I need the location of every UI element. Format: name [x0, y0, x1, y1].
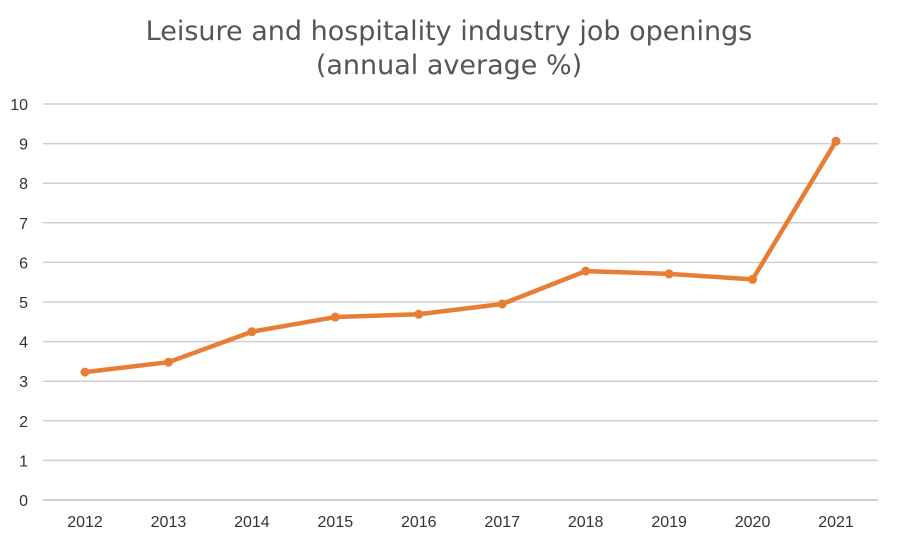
y-tick-label: 6 — [19, 255, 28, 272]
x-tick-label: 2016 — [401, 514, 437, 531]
y-tick-label: 4 — [19, 335, 28, 352]
x-tick-label: 2015 — [318, 514, 354, 531]
x-tick-label: 2018 — [568, 514, 604, 531]
y-tick-label: 0 — [19, 493, 28, 510]
y-tick-label: 8 — [19, 176, 28, 193]
x-tick-label: 2019 — [651, 514, 687, 531]
data-point — [414, 309, 424, 319]
data-point — [247, 327, 257, 337]
x-tick-label: 2013 — [151, 514, 187, 531]
data-point — [80, 367, 90, 377]
x-tick-label: 2021 — [818, 514, 854, 531]
data-point — [581, 266, 591, 276]
x-axis-tick-labels: 2012 2013 2014 2015 2016 2017 2018 2019 2020 2021 — [67, 514, 854, 531]
series-line — [82, 138, 839, 375]
y-tick-label: 3 — [19, 374, 28, 391]
data-point — [330, 312, 340, 322]
chart-title-line-2: (annual average %) — [316, 50, 582, 81]
y-tick-label: 10 — [10, 97, 28, 114]
plot-area — [80, 136, 841, 377]
data-point — [748, 274, 758, 284]
y-tick-label: 7 — [19, 216, 28, 233]
chart-title-line-1: Leisure and hospitality industry job ope… — [146, 16, 753, 47]
y-tick-label: 9 — [19, 137, 28, 154]
x-tick-label: 2012 — [67, 514, 103, 531]
gridlines — [43, 103, 878, 501]
y-tick-label: 5 — [19, 295, 28, 312]
y-axis-tick-labels: 0 1 2 3 4 5 6 7 8 9 10 — [10, 97, 28, 510]
data-point — [497, 299, 507, 309]
data-point — [831, 136, 841, 146]
x-tick-label: 2020 — [735, 514, 771, 531]
data-point — [664, 269, 674, 279]
x-tick-label: 2014 — [234, 514, 270, 531]
y-tick-label: 1 — [19, 453, 28, 470]
x-tick-label: 2017 — [484, 514, 520, 531]
data-point — [163, 357, 173, 367]
y-tick-label: 2 — [19, 414, 28, 431]
chart-title: Leisure and hospitality industry job ope… — [146, 16, 753, 81]
